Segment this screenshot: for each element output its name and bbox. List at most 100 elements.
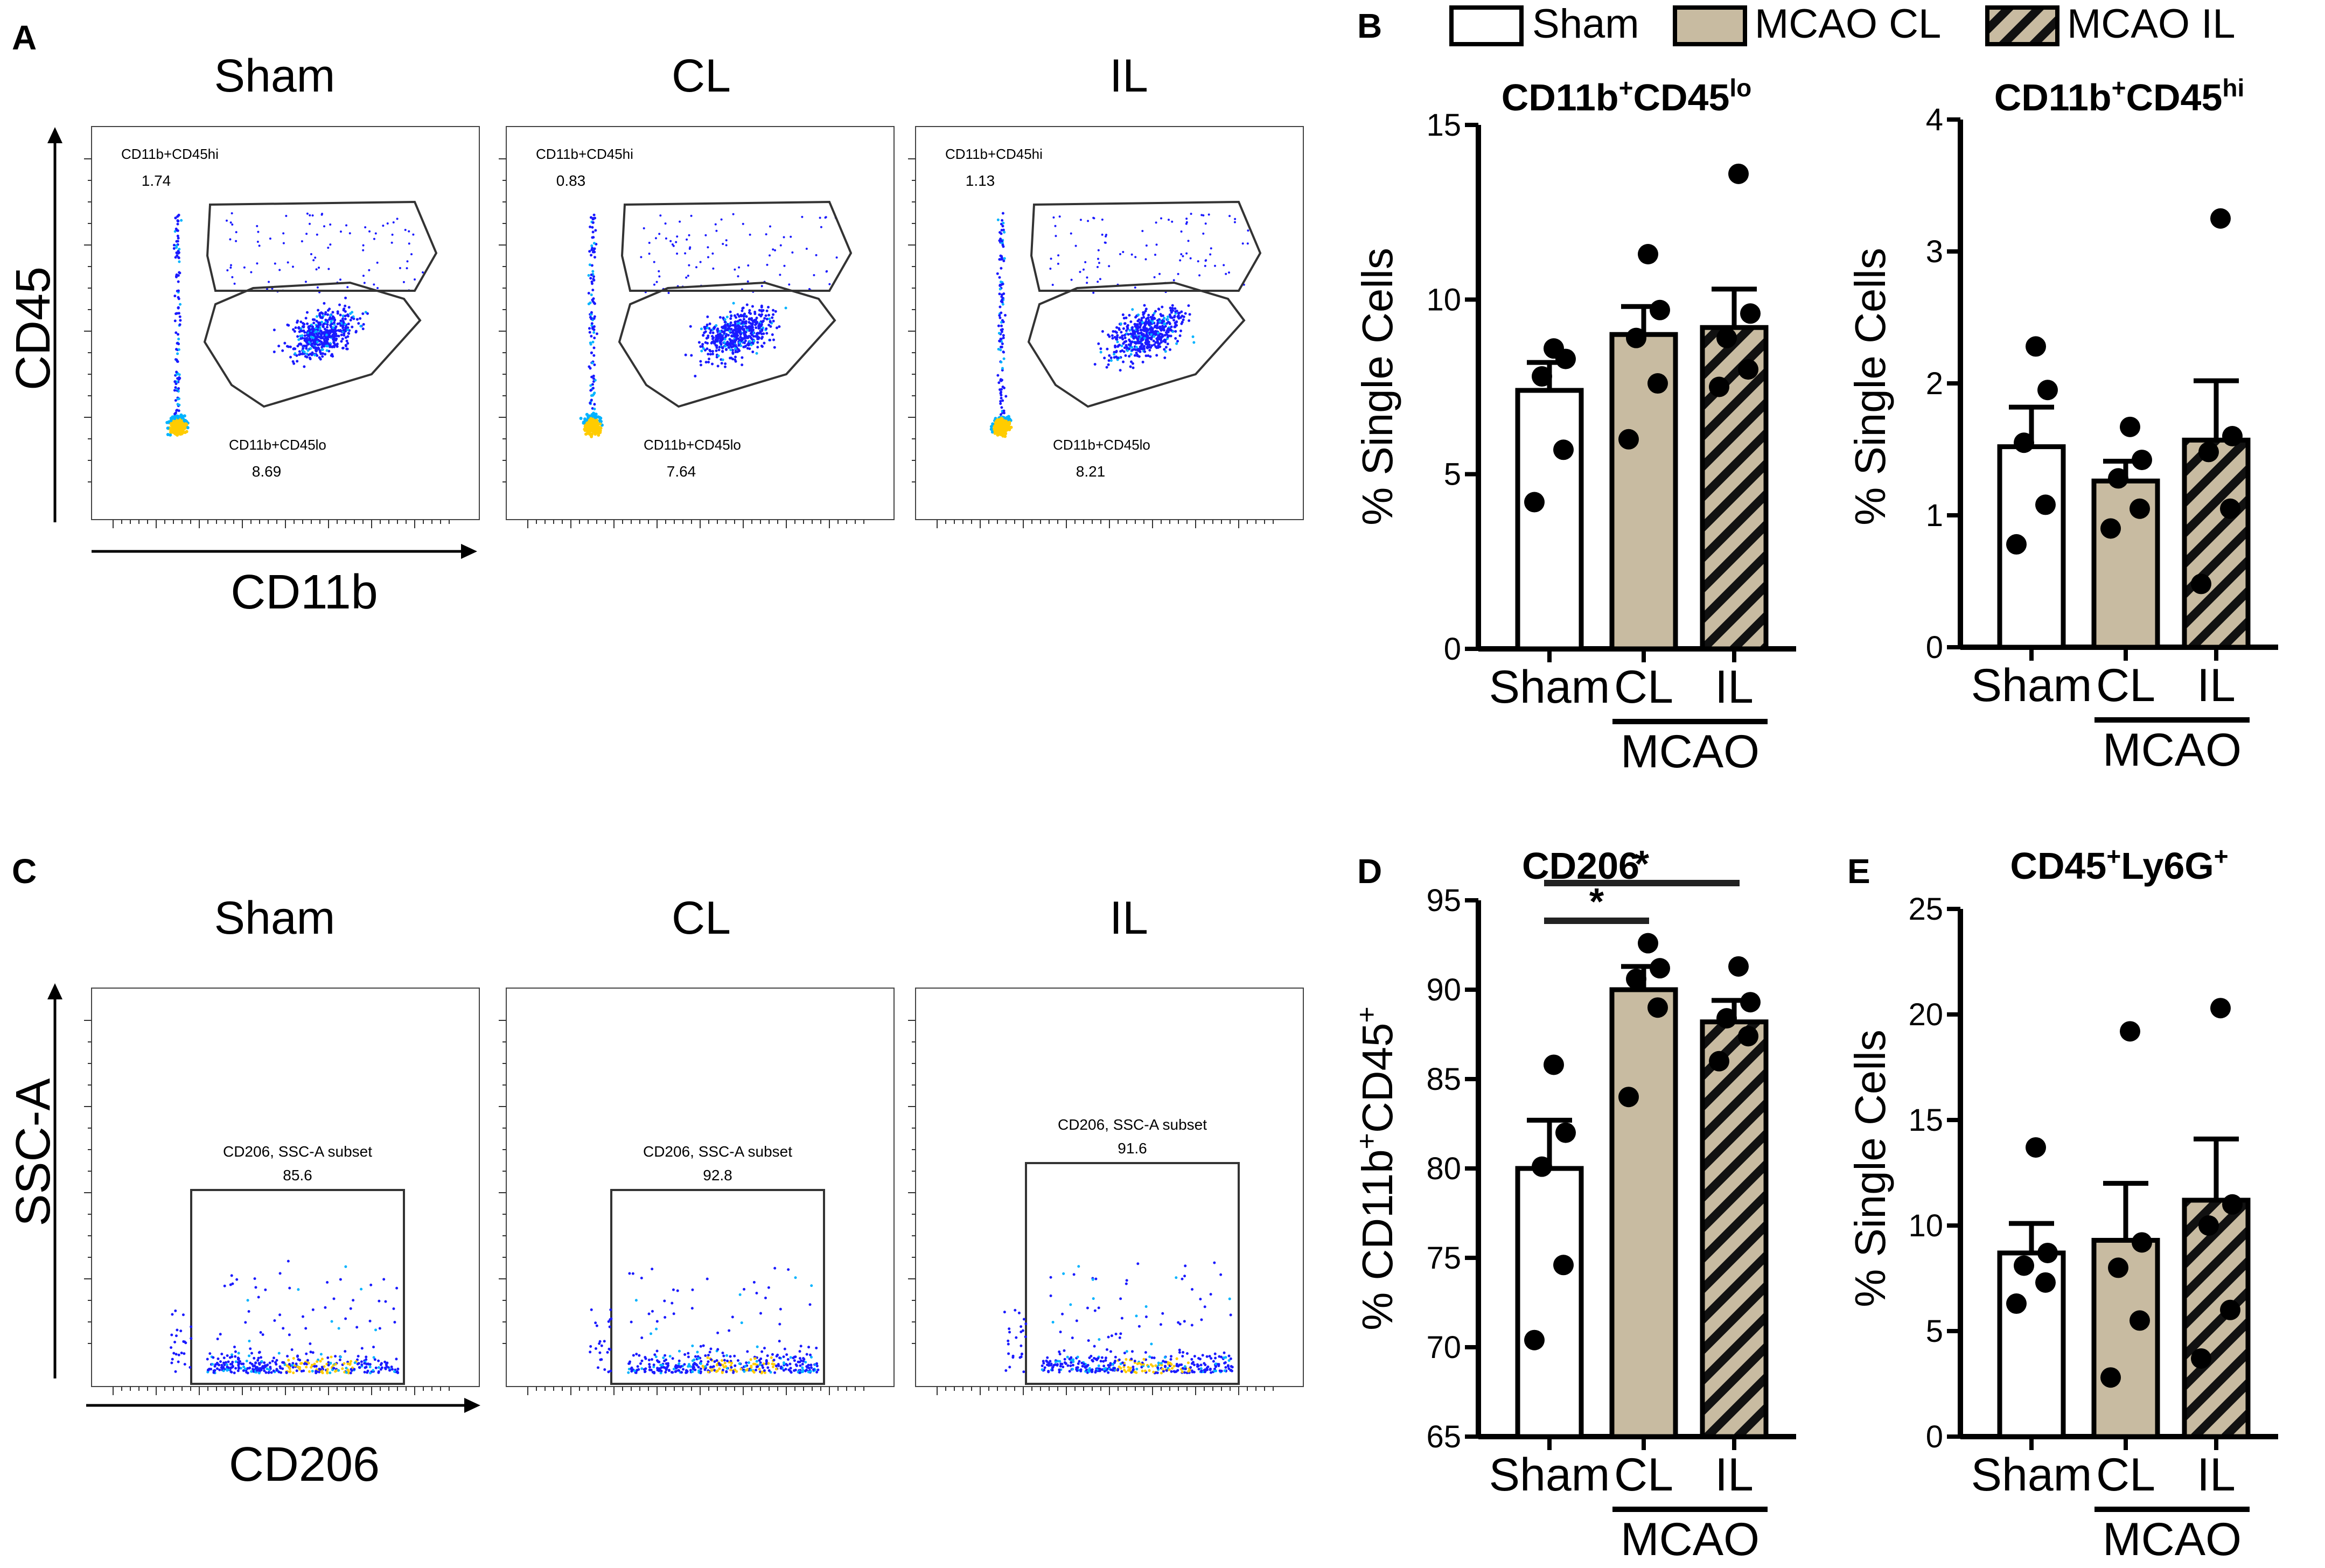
flow-event [767, 313, 771, 317]
flow-event [1188, 313, 1191, 316]
flow-event [588, 327, 591, 330]
flow-event [785, 1363, 788, 1366]
flow-event [182, 1340, 185, 1343]
flow-event [724, 1365, 728, 1368]
flow-event [693, 1366, 696, 1369]
flow-event [274, 262, 276, 265]
flow-event [636, 1365, 639, 1368]
flow-event [301, 1315, 304, 1318]
flow-event [1104, 1356, 1107, 1360]
data-point [1553, 439, 1574, 460]
flow-event [1150, 1356, 1154, 1359]
flow-event [1229, 1369, 1232, 1372]
data-point [1650, 958, 1670, 979]
flow-event [755, 317, 758, 320]
flow-event [631, 1272, 634, 1275]
flow-event [1190, 1357, 1193, 1361]
flow-event [357, 1362, 360, 1365]
flow-event [355, 1326, 359, 1329]
flow-event [807, 1367, 811, 1370]
flow-event [1000, 300, 1003, 303]
flow-event [725, 239, 728, 242]
flow-event [756, 346, 759, 349]
flow-event [760, 1364, 764, 1367]
flow-event [723, 1361, 727, 1364]
flow-event [222, 1361, 225, 1364]
flow-event [768, 317, 771, 320]
data-point [2108, 468, 2128, 489]
flow-event [1099, 1368, 1102, 1371]
flow-event [287, 261, 289, 264]
flow-event [1179, 316, 1182, 319]
flow-event [1147, 1365, 1150, 1368]
flow-event [1020, 1352, 1023, 1355]
flow-event [1128, 314, 1131, 317]
flow-event [1063, 1357, 1066, 1361]
flow-event [1058, 1353, 1062, 1356]
flow-event [743, 329, 746, 332]
data-point [1555, 1122, 1576, 1143]
data-point [2129, 498, 2150, 519]
flow-event [345, 339, 348, 342]
flow-event [1042, 1360, 1045, 1363]
flow-event [297, 326, 301, 329]
flow-event [756, 337, 759, 340]
flow-event [177, 312, 180, 315]
flow-event [772, 338, 776, 341]
flow-event [1162, 328, 1165, 331]
gate-cd45lo [618, 281, 836, 408]
flow-event [1137, 313, 1140, 317]
flow-event [1169, 316, 1172, 319]
flow-event [801, 1366, 804, 1369]
flow-event [320, 340, 323, 344]
data-point [2132, 450, 2152, 471]
flow-event [373, 283, 375, 286]
flow-event [760, 285, 763, 288]
flow-event [360, 1363, 364, 1366]
legend-swatch-sham [1449, 5, 1524, 46]
data-point [2210, 208, 2231, 229]
flow-event [282, 242, 285, 244]
flow-event [1163, 317, 1166, 320]
flow-event [592, 213, 596, 216]
flow-event [723, 1359, 726, 1362]
flow-event [589, 1350, 592, 1354]
flow-event [711, 252, 714, 255]
flow-event [256, 1359, 260, 1362]
group-label: MCAO [2103, 1514, 2242, 1565]
flow-event [783, 264, 786, 267]
flow-event [1049, 1294, 1052, 1298]
flow-event [743, 1370, 746, 1373]
flow-event [1146, 346, 1149, 349]
flow-event [229, 238, 232, 241]
flow-event [1122, 360, 1125, 363]
flow-event [226, 269, 229, 272]
flow-event [598, 422, 602, 426]
flow-event [740, 327, 743, 330]
group-label: MCAO [2103, 724, 2242, 776]
gate-label-cd45hi: CD11b+CD45hi [121, 146, 219, 162]
flow-event [1143, 347, 1146, 351]
flow-event [1143, 350, 1147, 353]
flow-event [299, 327, 303, 330]
flow-event [583, 429, 587, 432]
flow-event [1139, 328, 1142, 332]
flow-event [687, 1352, 690, 1355]
flow-event [720, 362, 723, 365]
flow-event [664, 1315, 667, 1319]
data-point [2220, 1299, 2240, 1320]
flow-event [260, 1356, 263, 1359]
flow-event [1227, 1354, 1231, 1357]
flow-event [174, 1353, 178, 1356]
flow-event [635, 1353, 638, 1356]
flow-event [1229, 1357, 1232, 1360]
y-tick-label: 90 [1426, 972, 1461, 1007]
flow-event [1137, 1325, 1141, 1328]
data-point [1553, 1255, 1574, 1276]
y-tick-label: 80 [1426, 1151, 1461, 1186]
flow-event [307, 326, 310, 329]
flow-event [1086, 1363, 1090, 1367]
flow-a-title-il: IL [1109, 50, 1148, 102]
flow-event [288, 1367, 291, 1370]
